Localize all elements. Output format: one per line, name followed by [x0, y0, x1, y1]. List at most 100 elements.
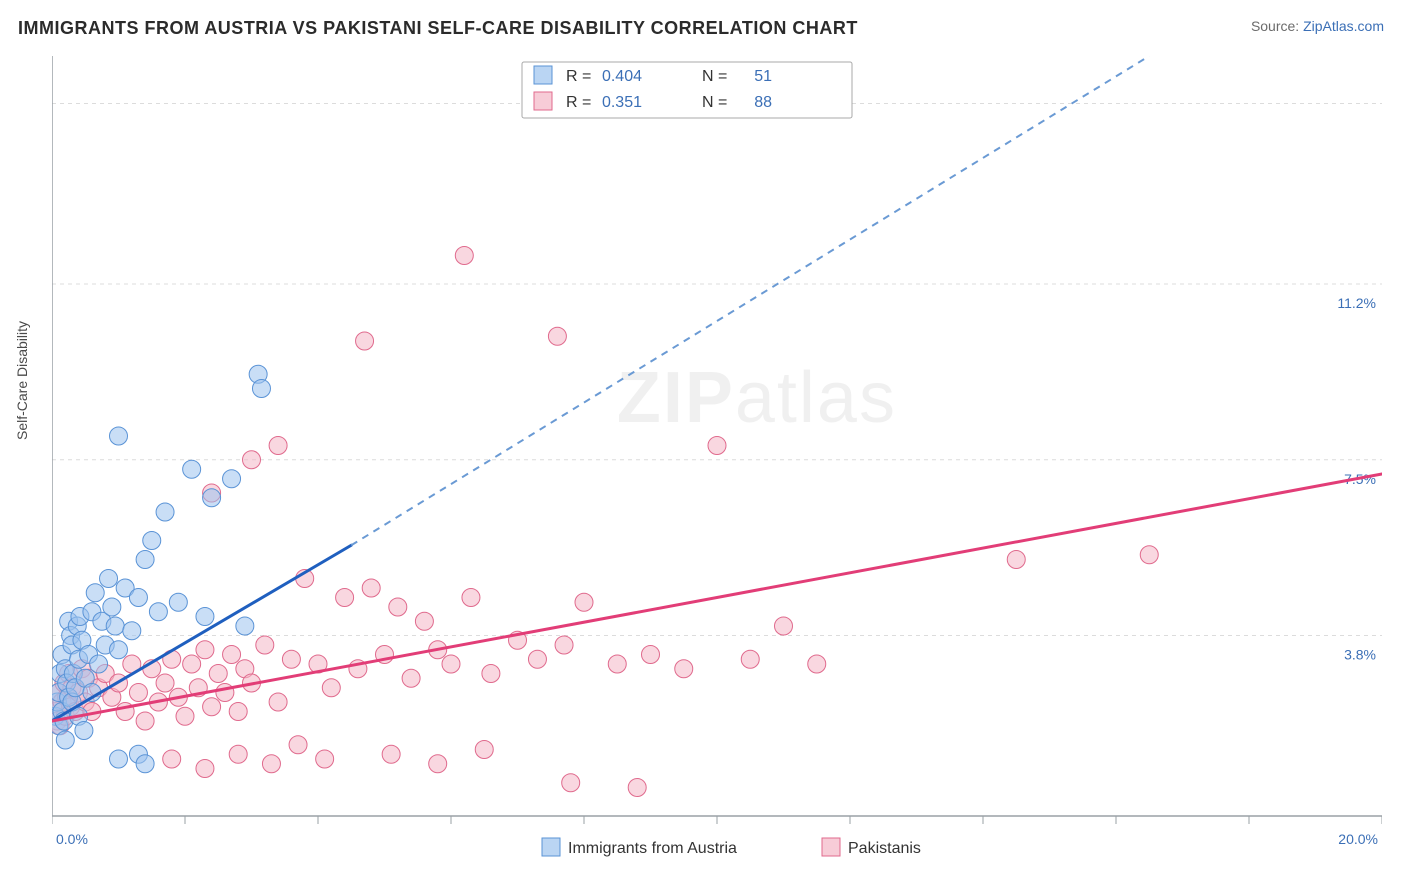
data-point — [223, 646, 241, 664]
data-point — [196, 760, 214, 778]
watermark: ZIPatlas — [617, 358, 897, 438]
x-tick-label: 0.0% — [56, 831, 88, 847]
data-point — [90, 655, 108, 673]
data-point — [775, 617, 793, 635]
trend-line-austria-ext — [351, 56, 1149, 545]
data-point — [156, 674, 174, 692]
data-point — [741, 650, 759, 668]
data-point — [575, 593, 593, 611]
data-point — [442, 655, 460, 673]
y-axis-label: Self-Care Disability — [14, 321, 30, 440]
data-point — [176, 707, 194, 725]
data-point — [183, 655, 201, 673]
data-point — [316, 750, 334, 768]
data-point — [203, 698, 221, 716]
data-point — [110, 750, 128, 768]
x-ticks — [52, 816, 1382, 824]
data-point — [252, 380, 270, 398]
data-point — [196, 608, 214, 626]
data-point — [56, 731, 74, 749]
data-point — [123, 622, 141, 640]
data-point — [362, 579, 380, 597]
data-point — [149, 603, 167, 621]
data-point — [196, 641, 214, 659]
x-tick-label: 20.0% — [1338, 831, 1378, 847]
data-point — [455, 247, 473, 265]
data-point — [256, 636, 274, 654]
data-point — [75, 722, 93, 740]
source-prefix: Source: — [1251, 18, 1303, 34]
legend-label: Pakistanis — [848, 840, 921, 857]
data-point — [1007, 551, 1025, 569]
data-point — [429, 755, 447, 773]
data-point — [289, 736, 307, 754]
stats-legend: R = 0.404 N = 51 R = 0.351 N = 88 — [522, 62, 852, 118]
data-point — [389, 598, 407, 616]
scatter-plot: 3.8%7.5%11.2%ZIPatlas0.0%20.0%R =0.404N … — [52, 56, 1382, 876]
data-point — [1140, 546, 1158, 564]
chart-title: IMMIGRANTS FROM AUSTRIA VS PAKISTANI SEL… — [18, 18, 858, 39]
legend-n-label: N = — [702, 68, 727, 85]
data-point — [336, 589, 354, 607]
legend-swatch — [534, 92, 552, 110]
data-point — [269, 693, 287, 711]
data-point — [528, 650, 546, 668]
data-point — [129, 589, 147, 607]
data-point — [136, 712, 154, 730]
legend-r-value: 0.404 — [602, 68, 642, 85]
data-point — [136, 551, 154, 569]
data-point — [322, 679, 340, 697]
data-point — [110, 427, 128, 445]
legend-label: Immigrants from Austria — [568, 840, 737, 857]
data-point — [562, 774, 580, 792]
source-link[interactable]: ZipAtlas.com — [1303, 18, 1384, 34]
data-point — [482, 665, 500, 683]
data-point — [262, 755, 280, 773]
data-point — [209, 665, 227, 683]
data-point — [110, 641, 128, 659]
data-point — [103, 598, 121, 616]
legend-swatch — [534, 66, 552, 84]
data-point — [675, 660, 693, 678]
data-point — [555, 636, 573, 654]
legend-swatch — [542, 838, 560, 856]
data-point — [642, 646, 660, 664]
chart-container: IMMIGRANTS FROM AUSTRIA VS PAKISTANI SEL… — [0, 0, 1406, 892]
series-pakistani — [52, 247, 1158, 797]
data-point — [169, 593, 187, 611]
data-point — [356, 332, 374, 350]
data-point — [163, 750, 181, 768]
data-point — [223, 470, 241, 488]
data-point — [628, 779, 646, 797]
source-credit: Source: ZipAtlas.com — [1251, 18, 1384, 34]
data-point — [402, 669, 420, 687]
data-point — [462, 589, 480, 607]
plot-area: 3.8%7.5%11.2%ZIPatlas0.0%20.0%R =0.404N … — [52, 56, 1382, 846]
data-point — [708, 437, 726, 455]
legend-n-value: 88 — [754, 94, 772, 111]
legend-swatch — [822, 838, 840, 856]
legend-r-label: R = — [566, 94, 591, 111]
data-point — [382, 745, 400, 763]
data-point — [106, 617, 124, 635]
y-tick-label: 3.8% — [1344, 647, 1376, 663]
data-point — [136, 755, 154, 773]
y-tick-label: 11.2% — [1337, 295, 1376, 311]
data-point — [808, 655, 826, 673]
legend-r-value: 0.351 — [602, 94, 642, 111]
data-point — [415, 612, 433, 630]
legend-n-value: 51 — [754, 68, 772, 85]
data-point — [183, 460, 201, 478]
data-point — [243, 451, 261, 469]
data-point — [143, 532, 161, 550]
data-point — [475, 741, 493, 759]
legend-n-label: N = — [702, 94, 727, 111]
data-point — [282, 650, 300, 668]
legend-r-label: R = — [566, 68, 591, 85]
data-point — [236, 617, 254, 635]
data-point — [269, 437, 287, 455]
data-point — [229, 745, 247, 763]
x-legend: Immigrants from Austria Pakistanis — [542, 838, 921, 857]
data-point — [129, 684, 147, 702]
data-point — [608, 655, 626, 673]
